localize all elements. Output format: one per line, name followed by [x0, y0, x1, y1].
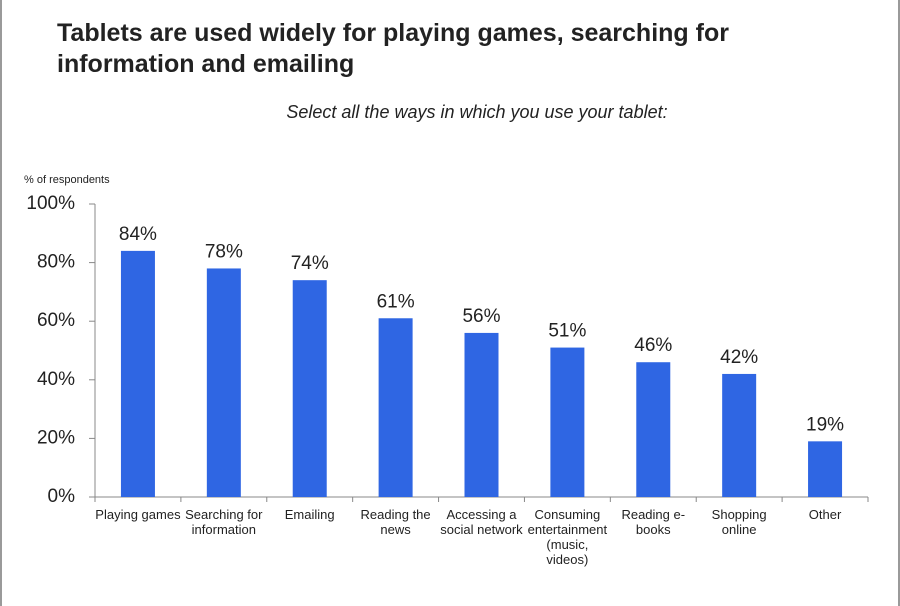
y-axis-label: % of respondents [24, 174, 110, 186]
x-tick-label: Reading e-books [621, 507, 686, 537]
bar [636, 362, 671, 497]
y-tick-label: 40% [37, 369, 75, 390]
y-tick-label: 60% [37, 310, 75, 331]
value-label: 46% [634, 335, 672, 356]
x-tick-label: Emailing [284, 507, 335, 522]
bar [550, 347, 585, 497]
x-tick-label: Accessing a social network [440, 507, 523, 537]
value-label: 61% [377, 291, 415, 312]
bar [808, 441, 843, 497]
x-tick-label: Shopping online [711, 507, 767, 537]
y-tick-label: 100% [26, 193, 75, 214]
y-tick-label: 80% [37, 252, 75, 273]
chart-subtitle: Select all the ways in which you use you… [286, 102, 667, 122]
value-label: 56% [462, 306, 500, 327]
bar [292, 280, 327, 497]
y-tick-label: 20% [37, 427, 75, 448]
value-label: 42% [720, 347, 758, 368]
value-label: 51% [548, 321, 586, 342]
y-tick-label: 0% [48, 486, 76, 507]
value-label: 84% [119, 224, 157, 245]
x-tick-label: Reading the news [360, 507, 431, 537]
x-tick-label: Other [808, 507, 842, 522]
bar [464, 332, 499, 497]
x-tick-label: Searching for information [185, 507, 263, 537]
bar [722, 373, 757, 497]
bar [206, 268, 241, 497]
x-tick-label: Consuming entertainment (music, videos) [527, 507, 608, 567]
chart-title: Tablets are used widely for playing game… [57, 19, 729, 78]
x-tick-label: Playing games [95, 507, 181, 522]
value-label: 74% [291, 253, 329, 274]
value-label: 19% [806, 414, 844, 435]
bar [120, 250, 155, 497]
value-label: 78% [205, 241, 243, 262]
bar [378, 318, 413, 497]
